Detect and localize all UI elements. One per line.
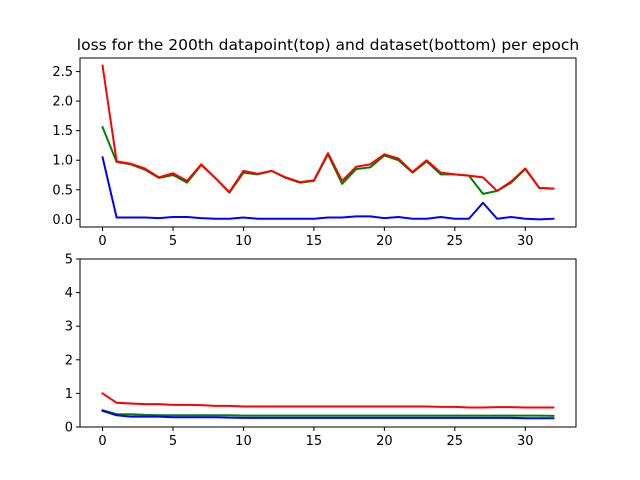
bottom-series-line-3 xyxy=(101,392,555,409)
bottom-plot: 0 5 10 15 20 25 30 0 1 2 3 4 5 xyxy=(65,253,577,450)
bottom-series-line-1 xyxy=(101,408,555,417)
top-y-tick-label: 2.5 xyxy=(52,65,73,80)
top-plot-area xyxy=(80,58,576,227)
top-y-tick-label: 0.5 xyxy=(52,183,73,198)
bottom-plot-frame xyxy=(79,258,577,428)
top-series-line-2 xyxy=(101,156,555,221)
top-x-tick-label: 20 xyxy=(376,234,393,249)
top-plot: 0 5 10 15 20 25 30 0.0 0.5 1.0 1.5 2.0 2.5 xyxy=(52,57,577,249)
bottom-x-tick-label: 30 xyxy=(517,434,534,449)
top-y-tick-label: 1.0 xyxy=(52,154,73,169)
bottom-series-line-2 xyxy=(101,409,555,420)
bottom-plot-lines xyxy=(101,392,555,420)
top-x-tick-label: 0 xyxy=(98,234,106,249)
top-y-tick-label: 1.5 xyxy=(52,124,73,139)
top-plot-frame xyxy=(79,57,577,228)
top-x-tick-label: 30 xyxy=(517,234,534,249)
bottom-x-tick-label: 0 xyxy=(98,434,106,449)
bottom-y-tick-label: 3 xyxy=(65,320,73,335)
top-x-tick-label: 5 xyxy=(169,234,177,249)
top-plot-lines xyxy=(101,64,555,221)
top-x-tick-label: 25 xyxy=(447,234,464,249)
bottom-plot-area xyxy=(80,259,576,427)
top-series-line-3 xyxy=(101,64,555,194)
bottom-x-tick-label: 10 xyxy=(235,434,252,449)
bottom-y-tick-label: 5 xyxy=(65,253,73,268)
top-x-tick-label: 10 xyxy=(235,234,252,249)
bottom-x-tick-label: 20 xyxy=(376,434,393,449)
bottom-x-tick-label: 25 xyxy=(447,434,464,449)
bottom-plot-ticks: 0 5 10 15 20 25 30 0 1 2 3 4 5 xyxy=(65,253,534,450)
chart-title: loss for the 200th datapoint(top) and da… xyxy=(77,36,579,54)
top-plot-ticks: 0 5 10 15 20 25 30 0.0 0.5 1.0 1.5 2.0 2.5 xyxy=(52,65,533,249)
top-y-tick-label: 0.0 xyxy=(52,213,73,228)
bottom-y-tick-label: 1 xyxy=(65,387,73,402)
bottom-y-tick-label: 4 xyxy=(65,286,73,301)
top-y-tick-label: 2.0 xyxy=(52,95,73,110)
bottom-y-tick-label: 2 xyxy=(65,353,73,368)
bottom-x-tick-label: 15 xyxy=(306,434,323,449)
bottom-x-tick-label: 5 xyxy=(169,434,177,449)
bottom-y-tick-label: 0 xyxy=(65,421,73,436)
top-x-tick-label: 15 xyxy=(306,234,323,249)
